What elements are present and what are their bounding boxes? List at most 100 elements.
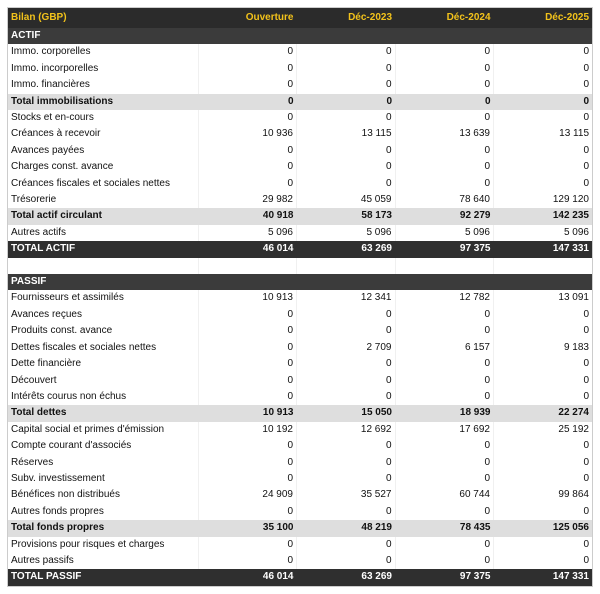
- row-label: Immo. corporelles: [11, 46, 91, 58]
- cell-value: 0: [296, 44, 395, 61]
- cell-value: 0: [394, 110, 494, 127]
- cell-value: 0: [493, 454, 592, 471]
- row-label: ACTIF: [8, 28, 198, 45]
- cell-value: 0: [197, 44, 297, 61]
- cell-value: 0: [394, 142, 494, 160]
- cell-value: 0: [493, 110, 592, 127]
- cell-value: 0: [197, 552, 297, 570]
- cell-value: 63 269: [296, 241, 395, 258]
- row-label: Intérêts courus non échus: [11, 390, 127, 402]
- cell-value: 147 331: [493, 241, 592, 258]
- cell-value: [493, 257, 592, 275]
- cell-value: Déc-2024: [395, 8, 494, 28]
- row-label: Avances reçues: [11, 308, 82, 320]
- cell-value: 0: [493, 372, 592, 389]
- cell-value: 0: [197, 356, 297, 373]
- cell-value: 13 639: [394, 126, 494, 143]
- cell-value: Déc-2025: [493, 8, 592, 28]
- cell-value: 0: [394, 536, 494, 553]
- subtotal-row: Total dettes 10 913 15 050 18 939 22 274: [8, 405, 592, 422]
- cell-value: [395, 274, 494, 291]
- cell-value: 0: [296, 323, 395, 340]
- cell-value: 0: [394, 356, 494, 373]
- data-row: Stocks et en-cours 0 0 0 0: [8, 110, 592, 127]
- cell-value: 63 269: [296, 569, 395, 586]
- cell-value: 0: [296, 93, 395, 111]
- data-row: Capital social et primes d'émission 10 19…: [8, 421, 592, 439]
- row-label: Immo. financières: [11, 79, 90, 91]
- row-label: Total fonds propres: [8, 520, 198, 537]
- cell-value: 0: [296, 142, 395, 160]
- cell-value: 78 435: [395, 520, 494, 537]
- data-row: Fournisseurs et assimilés 10 913 12 341 12 …: [8, 290, 592, 307]
- data-row: Immo. financières 0 0 0 0: [8, 77, 592, 94]
- cell-value: 12 341: [296, 290, 395, 307]
- cell-value: 0: [493, 536, 592, 553]
- cell-value: 10 913: [197, 290, 297, 307]
- cell-value: 0: [197, 60, 297, 78]
- cell-value: [493, 28, 592, 45]
- cell-value: 0: [493, 142, 592, 160]
- cell-value: 46 014: [198, 241, 297, 258]
- row-label: Charges const. avance: [11, 161, 114, 173]
- cell-value: 0: [493, 470, 592, 488]
- cell-value: 48 219: [296, 520, 395, 537]
- data-row: Autres actifs 5 096 5 096 5 096 5 096: [8, 224, 592, 242]
- cell-value: 18 939: [395, 405, 494, 422]
- cell-value: 0: [394, 372, 494, 389]
- cell-value: 0: [493, 323, 592, 340]
- cell-value: 0: [394, 159, 494, 176]
- cell-value: 24 909: [197, 487, 297, 504]
- cell-value: 0: [197, 388, 297, 406]
- cell-value: 0: [296, 470, 395, 488]
- row-label: Découvert: [11, 374, 57, 386]
- cell-value: [395, 28, 494, 45]
- cell-value: 0: [296, 110, 395, 127]
- row-label: TOTAL ACTIF: [8, 241, 198, 258]
- cell-value: 147 331: [493, 569, 592, 586]
- data-row: Immo. corporelles 0 0 0 0: [8, 44, 592, 61]
- cell-value: 0: [493, 438, 592, 455]
- cell-value: 0: [493, 93, 592, 111]
- cell-value: 0: [394, 454, 494, 471]
- cell-value: 0: [296, 536, 395, 553]
- cell-value: 5 096: [394, 224, 494, 242]
- cell-value: 0: [394, 503, 494, 521]
- cell-value: 9 183: [493, 339, 592, 357]
- data-row: Produits const. avance 0 0 0 0: [8, 323, 592, 340]
- cell-value: 35 100: [198, 520, 297, 537]
- cell-value: 0: [197, 175, 297, 193]
- data-row: Découvert 0 0 0 0: [8, 372, 592, 389]
- row-label: Dette financière: [11, 358, 82, 370]
- cell-value: 2 709: [296, 339, 395, 357]
- cell-value: 0: [296, 175, 395, 193]
- data-row: Trésorerie 29 982 45 059 78 640 129 120: [8, 192, 592, 209]
- cell-value: 0: [197, 372, 297, 389]
- cell-value: 40 918: [198, 208, 297, 225]
- section-row: PASSIF: [8, 274, 592, 291]
- cell-value: 10 192: [197, 421, 297, 439]
- subtotal-row: Total immobilisations 0 0 0 0: [8, 93, 592, 111]
- subtotal-row: Total fonds propres 35 100 48 219 78 435 125…: [8, 520, 592, 537]
- balance-sheet: Bilan (GBP) Ouverture Déc-2023 Déc-2024 Déc-…: [7, 7, 593, 587]
- cell-value: 5 096: [197, 224, 297, 242]
- row-label: Créances à recevoir: [11, 128, 101, 140]
- cell-value: 0: [296, 552, 395, 570]
- cell-value: 0: [296, 356, 395, 373]
- data-row: Compte courant d'associés 0 0 0 0: [8, 438, 592, 455]
- row-label: Compte courant d'associés: [11, 440, 132, 452]
- data-row: Dette financière 0 0 0 0: [8, 356, 592, 373]
- cell-value: 60 744: [394, 487, 494, 504]
- cell-value: 5 096: [296, 224, 395, 242]
- cell-value: 0: [296, 77, 395, 94]
- cell-value: 12 692: [296, 421, 395, 439]
- cell-value: 0: [493, 306, 592, 324]
- cell-value: [296, 274, 395, 291]
- cell-value: 15 050: [296, 405, 395, 422]
- cell-value: 0: [197, 142, 297, 160]
- cell-value: 0: [493, 60, 592, 78]
- cell-value: 0: [394, 60, 494, 78]
- row-label: Autres actifs: [11, 226, 67, 238]
- cell-value: 0: [296, 159, 395, 176]
- cell-value: [493, 274, 592, 291]
